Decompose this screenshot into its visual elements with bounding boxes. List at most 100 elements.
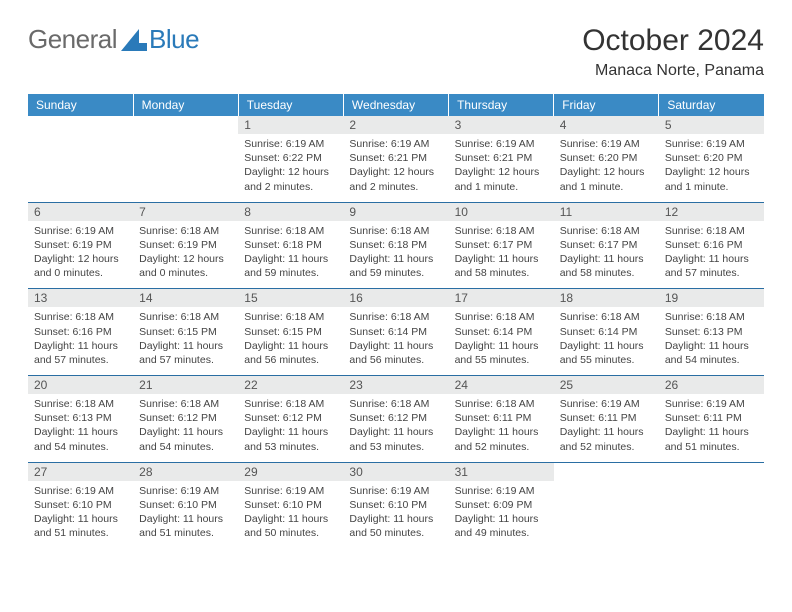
- sunset-text: Sunset: 6:17 PM: [560, 238, 653, 252]
- day-number: 2: [343, 116, 448, 134]
- calendar-cell: 5Sunrise: 6:19 AMSunset: 6:20 PMDaylight…: [659, 116, 764, 202]
- calendar-cell: 16Sunrise: 6:18 AMSunset: 6:14 PMDayligh…: [343, 288, 448, 375]
- day-number: 29: [238, 462, 343, 481]
- sunset-text: Sunset: 6:13 PM: [665, 325, 758, 339]
- day-number-empty: [554, 462, 659, 481]
- calendar-cell: 10Sunrise: 6:18 AMSunset: 6:17 PMDayligh…: [449, 202, 554, 289]
- calendar-cell: 20Sunrise: 6:18 AMSunset: 6:13 PMDayligh…: [28, 375, 133, 462]
- logo-text-2: Blue: [149, 24, 199, 55]
- day-body: Sunrise: 6:18 AMSunset: 6:14 PMDaylight:…: [449, 307, 554, 375]
- sunrise-text: Sunrise: 6:19 AM: [139, 484, 232, 498]
- day-body: Sunrise: 6:18 AMSunset: 6:14 PMDaylight:…: [554, 307, 659, 375]
- calendar-cell: 21Sunrise: 6:18 AMSunset: 6:12 PMDayligh…: [133, 375, 238, 462]
- day-number: 11: [554, 202, 659, 221]
- calendar-cell: 14Sunrise: 6:18 AMSunset: 6:15 PMDayligh…: [133, 288, 238, 375]
- sunrise-text: Sunrise: 6:19 AM: [244, 137, 337, 151]
- daylight-text: Daylight: 11 hours and 53 minutes.: [244, 425, 337, 453]
- daylight-text: Daylight: 11 hours and 52 minutes.: [455, 425, 548, 453]
- calendar-cell: 9Sunrise: 6:18 AMSunset: 6:18 PMDaylight…: [343, 202, 448, 289]
- calendar-row: 20Sunrise: 6:18 AMSunset: 6:13 PMDayligh…: [28, 375, 764, 462]
- day-number: 13: [28, 288, 133, 307]
- calendar-row: 13 Sunrise: 6:18 AM Sunset: 6:16 PM Dayligh…: [28, 288, 764, 375]
- day-number: 16: [343, 288, 448, 307]
- calendar-cell: 19Sunrise: 6:18 AMSunset: 6:13 PMDayligh…: [659, 288, 764, 375]
- sunset-text: Sunset: 6:14 PM: [455, 325, 548, 339]
- day-body: Sunrise: 6:19 AMSunset: 6:20 PMDaylight:…: [659, 134, 764, 202]
- day-body: Sunrise: 6:18 AMSunset: 6:15 PMDaylight:…: [238, 307, 343, 375]
- day-number: 26: [659, 375, 764, 394]
- sunrise-text: Sunrise: 6:19 AM: [34, 484, 127, 498]
- day-body: Sunrise: 6:18 AMSunset: 6:18 PMDaylight:…: [238, 221, 343, 289]
- daylight-text: Daylight: 11 hours and 58 minutes.: [560, 252, 653, 280]
- daylight-text: Daylight: 11 hours and 52 minutes.: [560, 425, 653, 453]
- sunset-text: Sunset: 6:12 PM: [244, 411, 337, 425]
- sunset-text: Sunset: 6:11 PM: [560, 411, 653, 425]
- day-body: Sunrise: 6:18 AMSunset: 6:19 PMDaylight:…: [133, 221, 238, 289]
- sunset-text: Sunset: 6:19 PM: [34, 238, 127, 252]
- sunrise-text: Sunrise: 6:18 AM: [349, 310, 442, 324]
- day-number: 1: [238, 116, 343, 134]
- sunset-text: Sunset: 6:16 PM: [34, 325, 127, 339]
- calendar-cell: 22Sunrise: 6:18 AMSunset: 6:12 PMDayligh…: [238, 375, 343, 462]
- day-body: Sunrise: 6:18 AMSunset: 6:16 PMDaylight:…: [659, 221, 764, 289]
- daylight-text: Daylight: 11 hours and 51 minutes.: [665, 425, 758, 453]
- sunset-text: Sunset: 6:10 PM: [139, 498, 232, 512]
- day-number: 25: [554, 375, 659, 394]
- daylight-text: Daylight: 12 hours and 1 minute.: [560, 165, 653, 193]
- calendar-cell: 12Sunrise: 6:18 AMSunset: 6:16 PMDayligh…: [659, 202, 764, 289]
- header: General Blue October 2024 Manaca Norte, …: [28, 24, 764, 80]
- daylight-text: Daylight: 12 hours and 1 minute.: [455, 165, 548, 193]
- daylight-text: Daylight: 11 hours and 56 minutes.: [244, 339, 337, 367]
- sunrise-text: Sunrise: 6:19 AM: [560, 397, 653, 411]
- day-body: Sunrise: 6:18 AMSunset: 6:17 PMDaylight:…: [554, 221, 659, 289]
- daylight-text: Daylight: 12 hours and 1 minute.: [665, 165, 758, 193]
- sunrise-text: Sunrise: 6:19 AM: [244, 484, 337, 498]
- page-title: October 2024: [582, 24, 764, 58]
- sunrise-text: Sunrise: 6:19 AM: [560, 137, 653, 151]
- calendar-row: 6Sunrise: 6:19 AMSunset: 6:19 PMDaylight…: [28, 202, 764, 289]
- day-number: 9: [343, 202, 448, 221]
- day-body: Sunrise: 6:18 AMSunset: 6:11 PMDaylight:…: [449, 394, 554, 462]
- weekday-header: Monday: [133, 94, 238, 116]
- sunset-text: Sunset: 6:12 PM: [139, 411, 232, 425]
- calendar-cell: 18Sunrise: 6:18 AMSunset: 6:14 PMDayligh…: [554, 288, 659, 375]
- sunset-text: Sunset: 6:17 PM: [455, 238, 548, 252]
- day-number: 22: [238, 375, 343, 394]
- sunset-text: Sunset: 6:10 PM: [34, 498, 127, 512]
- day-body-empty: [133, 134, 238, 192]
- location-label: Manaca Norte, Panama: [582, 62, 764, 80]
- day-body: Sunrise: 6:19 AMSunset: 6:21 PMDaylight:…: [343, 134, 448, 202]
- calendar-cell: 11Sunrise: 6:18 AMSunset: 6:17 PMDayligh…: [554, 202, 659, 289]
- day-body: Sunrise: 6:19 AMSunset: 6:10 PMDaylight:…: [28, 481, 133, 549]
- day-number: 21: [133, 375, 238, 394]
- day-body: Sunrise: 6:19 AMSunset: 6:20 PMDaylight:…: [554, 134, 659, 202]
- weekday-header: Saturday: [659, 94, 764, 116]
- day-number: 6: [28, 202, 133, 221]
- weekday-header-row: Sunday Monday Tuesday Wednesday Thursday…: [28, 94, 764, 116]
- sunset-text: Sunset: 6:15 PM: [244, 325, 337, 339]
- daylight-text: Daylight: 11 hours and 55 minutes.: [455, 339, 548, 367]
- day-number: 23: [343, 375, 448, 394]
- day-number-empty: [659, 462, 764, 481]
- calendar-cell: 31Sunrise: 6:19 AMSunset: 6:09 PMDayligh…: [449, 462, 554, 549]
- day-number: 3: [449, 116, 554, 134]
- calendar-cell: 3Sunrise: 6:19 AMSunset: 6:21 PMDaylight…: [449, 116, 554, 202]
- sunset-text: Sunset: 6:21 PM: [455, 151, 548, 165]
- sunrise-text: Sunrise: 6:18 AM: [139, 224, 232, 238]
- day-body-empty: [659, 481, 764, 539]
- calendar-cell: [28, 116, 133, 202]
- calendar-cell: 7Sunrise: 6:18 AMSunset: 6:19 PMDaylight…: [133, 202, 238, 289]
- daylight-text: Daylight: 11 hours and 51 minutes.: [34, 512, 127, 540]
- daylight-text: Daylight: 11 hours and 58 minutes.: [455, 252, 548, 280]
- daylight-text: Daylight: 11 hours and 51 minutes.: [139, 512, 232, 540]
- sunrise-text: Sunrise: 6:18 AM: [244, 310, 337, 324]
- day-number-empty: [133, 116, 238, 134]
- sunset-text: Sunset: 6:15 PM: [139, 325, 232, 339]
- day-body: Sunrise: 6:18 AMSunset: 6:12 PMDaylight:…: [238, 394, 343, 462]
- calendar-cell: 30Sunrise: 6:19 AMSunset: 6:10 PMDayligh…: [343, 462, 448, 549]
- weekday-header: Thursday: [449, 94, 554, 116]
- sunset-text: Sunset: 6:11 PM: [665, 411, 758, 425]
- day-body: Sunrise: 6:19 AMSunset: 6:11 PMDaylight:…: [659, 394, 764, 462]
- day-body-empty: [28, 134, 133, 192]
- daylight-text: Daylight: 11 hours and 59 minutes.: [349, 252, 442, 280]
